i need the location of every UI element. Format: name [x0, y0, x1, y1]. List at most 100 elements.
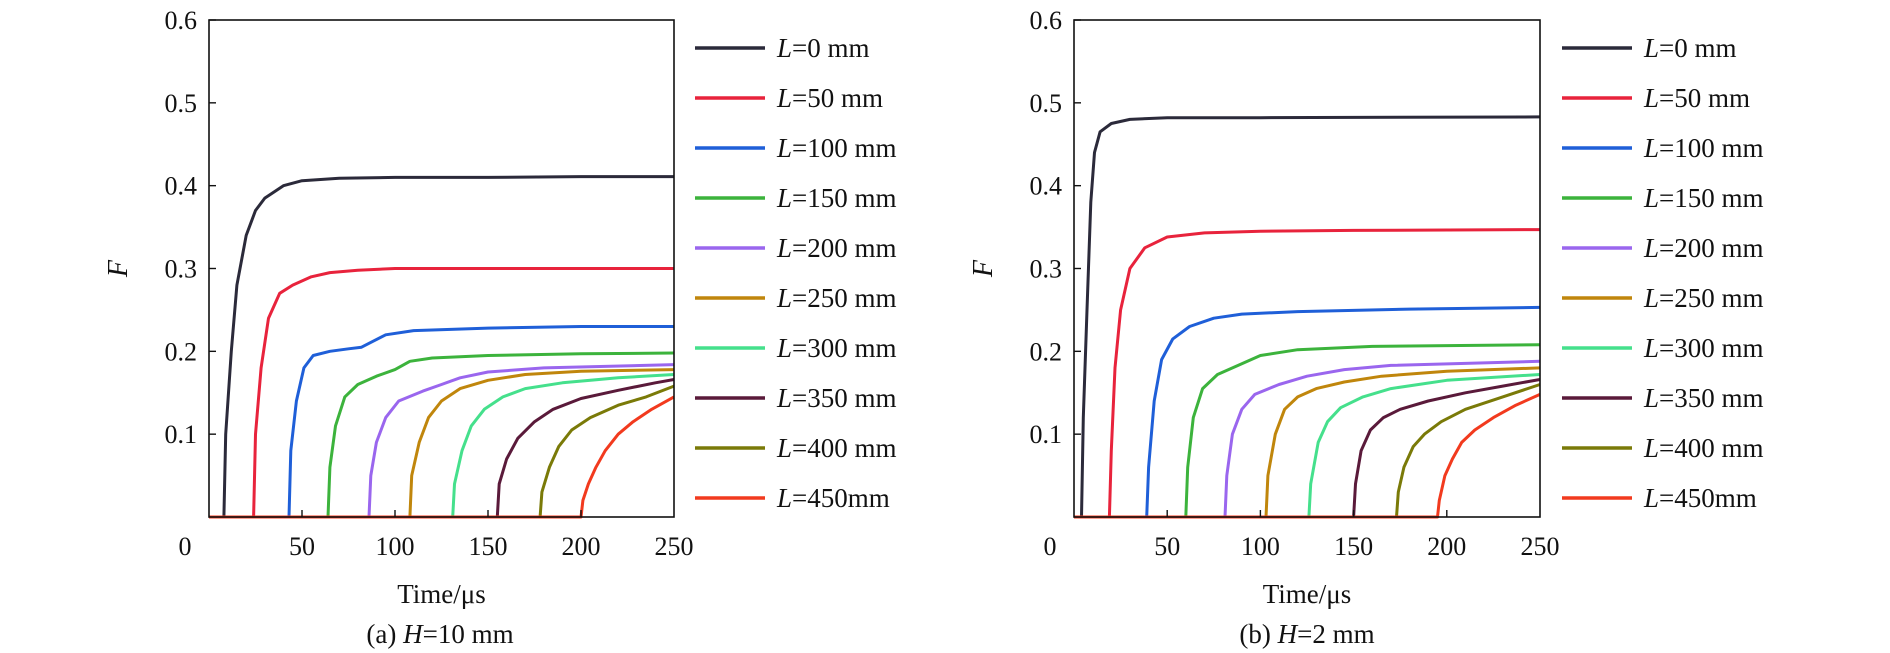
legend-label: L=100 mm	[1643, 133, 1764, 163]
series-line-2	[1074, 305, 1541, 519]
legend-value: =350 mm	[792, 383, 896, 413]
legend-variable: L	[776, 333, 792, 363]
series-line-3	[1074, 343, 1541, 519]
legend-variable: L	[1643, 283, 1659, 313]
legend-value: =0 mm	[792, 33, 869, 63]
legend-label: L=400 mm	[1643, 433, 1764, 463]
x-tick-label: 100	[1241, 532, 1280, 561]
legend-variable: L	[776, 233, 792, 263]
x-tick-label: 250	[1521, 532, 1560, 561]
y-axis-label: F	[103, 259, 134, 278]
y-tick-label: 0.1	[165, 420, 198, 449]
legend-label: L=450mm	[1643, 483, 1757, 513]
x-tick-label: 150	[469, 532, 508, 561]
y-tick-label: 0.6	[165, 6, 198, 35]
x-tick-label: 50	[289, 532, 315, 561]
legend-value: =50 mm	[1659, 83, 1750, 113]
legend-label: L=250 mm	[776, 283, 897, 313]
legend-label: L=100 mm	[776, 133, 897, 163]
x-axis-label: Time/μs	[1263, 579, 1352, 609]
series-line-4	[209, 363, 675, 519]
series-line-9	[209, 395, 675, 519]
legend-label: L=50 mm	[776, 83, 883, 113]
series-line-6	[209, 373, 675, 519]
legend-label: L=300 mm	[776, 333, 897, 363]
legend-variable: L	[1643, 133, 1659, 163]
legend-value: =150 mm	[1659, 183, 1763, 213]
x-tick-label: 0	[1044, 532, 1057, 561]
legend-value: =450mm	[1659, 483, 1757, 513]
y-tick-label: 0.6	[1030, 6, 1063, 35]
series-line-3	[209, 351, 675, 519]
y-tick-label: 0.4	[1030, 172, 1063, 201]
series-line-1	[209, 267, 674, 519]
legend-label: L=300 mm	[1643, 333, 1764, 363]
legend-value: =400 mm	[1659, 433, 1763, 463]
legend: L=0 mmL=50 mmL=100 mmL=150 mmL=200 mmL=2…	[695, 33, 897, 513]
legend-value: =250 mm	[792, 283, 896, 313]
caption-variable: H	[402, 619, 424, 649]
legend-variable: L	[776, 33, 792, 63]
series-line-1	[1074, 228, 1541, 519]
legend-variable: L	[776, 283, 792, 313]
x-tick-label: 100	[376, 532, 415, 561]
legend-label: L=50 mm	[1643, 83, 1750, 113]
series-line-6	[1074, 373, 1541, 519]
caption-variable: H	[1277, 619, 1299, 649]
series-line-7	[209, 378, 675, 519]
legend-value: =450mm	[792, 483, 890, 513]
legend-variable: L	[1643, 333, 1659, 363]
legend-variable: L	[1643, 483, 1659, 513]
y-tick-label: 0.2	[1030, 337, 1063, 366]
y-tick-label: 0.4	[165, 172, 198, 201]
x-tick-label: 250	[655, 532, 694, 561]
legend-label: L=150 mm	[1643, 183, 1764, 213]
legend-variable: L	[1643, 233, 1659, 263]
legend-value: =0 mm	[1659, 33, 1736, 63]
legend-variable: L	[1643, 383, 1659, 413]
legend-variable: L	[1643, 33, 1659, 63]
legend-variable: L	[776, 483, 792, 513]
legend-variable: L	[1643, 183, 1659, 213]
legend: L=0 mmL=50 mmL=100 mmL=150 mmL=200 mmL=2…	[1562, 33, 1764, 513]
x-tick-label: 200	[1427, 532, 1466, 561]
caption-value: =10 mm	[423, 619, 514, 649]
legend-variable: L	[776, 433, 792, 463]
legend-value: =250 mm	[1659, 283, 1763, 313]
legend-label: L=0 mm	[776, 33, 870, 63]
y-tick-label: 0.5	[165, 89, 198, 118]
x-tick-label: 50	[1154, 532, 1180, 561]
chart-panel-a: 0 50 100 150 200 250 0.1 0.2 0.3 0.4 0.5 0.6 Time/μs…	[103, 6, 897, 649]
legend-value: =300 mm	[792, 333, 896, 363]
legend-label: L=200 mm	[776, 233, 897, 263]
x-tick-label: 0	[179, 532, 192, 561]
y-tick-label: 0.2	[165, 337, 198, 366]
chart-panel-b: 0 50 100 150 200 250 0.1 0.2 0.3 0.4 0.5 0.6 Time/μs…	[968, 6, 1764, 649]
panel-caption: (a) H=10 mm	[366, 619, 513, 649]
series-line-5	[209, 368, 675, 519]
y-tick-label: 0.5	[1030, 89, 1063, 118]
legend-value: =150 mm	[792, 183, 896, 213]
series-line-4	[1074, 359, 1541, 519]
y-tick-label: 0.3	[1030, 255, 1063, 284]
series-line-0	[209, 175, 674, 519]
x-tick-label: 150	[1334, 532, 1373, 561]
legend-variable: L	[776, 383, 792, 413]
y-tick-label: 0.3	[165, 255, 198, 284]
series-line-0	[1074, 115, 1541, 519]
series-line-2	[209, 325, 674, 519]
legend-value: =200 mm	[1659, 233, 1763, 263]
x-axis-label: Time/μs	[397, 579, 486, 609]
legend-label: L=350 mm	[1643, 383, 1764, 413]
caption-prefix: (b)	[1239, 619, 1277, 649]
legend-variable: L	[776, 133, 792, 163]
legend-variable: L	[776, 83, 792, 113]
legend-value: =400 mm	[792, 433, 896, 463]
series-line-8	[1074, 383, 1541, 519]
caption-prefix: (a)	[366, 619, 403, 649]
legend-label: L=450mm	[776, 483, 890, 513]
series-line-7	[1074, 378, 1541, 519]
legend-value: =200 mm	[792, 233, 896, 263]
panel-caption: (b) H=2 mm	[1239, 619, 1374, 649]
